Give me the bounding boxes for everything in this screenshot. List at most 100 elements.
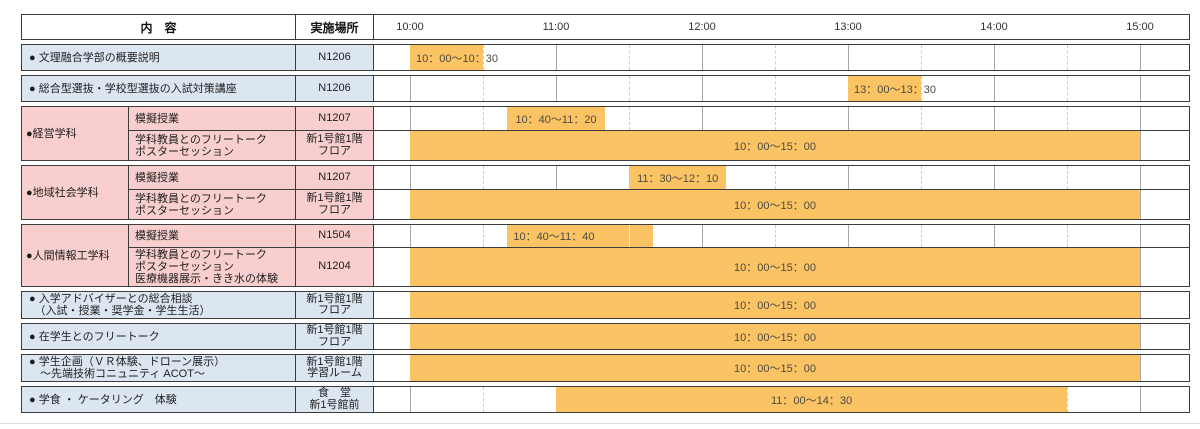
gridline bbox=[1140, 225, 1141, 247]
time-bar-label: 10：00～15：00 bbox=[734, 363, 816, 375]
location-line: 新1号館1階 bbox=[306, 324, 363, 336]
location-line: N1206 bbox=[318, 50, 351, 63]
timeline-cell: 10：00～15：00 bbox=[374, 190, 1189, 219]
time-bar-label: 11：30～12：10 bbox=[637, 172, 719, 185]
gridline bbox=[483, 107, 484, 130]
activity-label-cell: ● 学生企画（ＶＲ体験、ドローン展示） ～先端技術コニュニティ ACOT～ bbox=[22, 355, 296, 381]
timeline-cell: 10：00～15：00 bbox=[374, 131, 1189, 160]
timeline-cell: 10：40～11：40 bbox=[374, 225, 1189, 247]
gridline bbox=[1140, 355, 1141, 381]
schedule-table: 内 容 実施場所 10:00 11:00 12:00 13:00 14:00 15:00 … bbox=[21, 14, 1190, 417]
band-rows: ● 学生企画（ＶＲ体験、ドローン展示） ～先端技術コニュニティ ACOT～ 新1号… bbox=[22, 355, 1189, 381]
activity-label-line: 模擬授業 bbox=[135, 112, 179, 125]
activity-label-cell: ● 文理融合学部の概要説明 bbox=[22, 45, 296, 70]
schedule-band: ●地域社会学科 模擬授業 N1207 11：30～12：10 学科教員とのフリートークポ… bbox=[21, 165, 1190, 220]
gridline bbox=[1140, 76, 1141, 101]
time-bar bbox=[507, 107, 605, 130]
activity-label-line: 学科教員とのフリートーク bbox=[135, 249, 267, 261]
timeline-cell: 10：40～11：20 bbox=[374, 107, 1189, 130]
gridline bbox=[410, 76, 411, 101]
gridline bbox=[775, 45, 776, 70]
gridline bbox=[1140, 107, 1141, 130]
schedule-band: ● 在学生とのフリートーク 新1号館1階 フロア 10：00～15：00 bbox=[21, 323, 1190, 350]
gridline bbox=[994, 45, 995, 70]
band-rows: ● 入学アドバイザーとの総合相談 （入試・授業・奨学金・学生生活） 新1号館1階フ… bbox=[22, 292, 1189, 318]
location-line: フロア bbox=[318, 203, 351, 216]
activity-label-line: ポスターセッション bbox=[135, 261, 234, 273]
group-label-cell: ●地域社会学科 bbox=[22, 166, 129, 219]
group-label: ●人間情報工学科 bbox=[26, 249, 110, 262]
activity-label-cell: 学科教員とのフリートーク ポスターセッション bbox=[129, 190, 296, 219]
gridline bbox=[921, 76, 922, 101]
gridline bbox=[994, 225, 995, 247]
time-bar-label: 10：40～11：40 bbox=[513, 231, 595, 243]
gridline bbox=[556, 76, 557, 101]
activity-label-line: 模擬授業 bbox=[135, 171, 179, 184]
time-label: 14:00 bbox=[980, 21, 1008, 33]
activity-label-line: ポスターセッション bbox=[135, 204, 234, 217]
gridline bbox=[483, 166, 484, 189]
location-cell: 新1号館1階 フロア bbox=[296, 292, 374, 318]
time-label: 11:00 bbox=[542, 21, 570, 33]
gridline bbox=[629, 45, 630, 70]
gridline bbox=[775, 225, 776, 247]
gridline bbox=[848, 225, 849, 247]
gridline bbox=[921, 45, 922, 70]
activity-label-line: 学科教員とのフリートーク bbox=[135, 133, 267, 146]
schedule-row: 学科教員とのフリートーク ポスターセッション 新1号館1階 フロア 10：00～15：0… bbox=[129, 130, 1189, 160]
gridline bbox=[1067, 166, 1068, 189]
time-bar bbox=[410, 248, 1140, 286]
timeline-cell: 10：00～15：00 bbox=[374, 324, 1189, 349]
location-cell: 新1号館1階 フロア bbox=[296, 324, 374, 349]
schedule-row: ● 在学生とのフリートーク 新1号館1階 フロア 10：00～15：00 bbox=[22, 324, 1189, 349]
location-cell: N1207 bbox=[296, 107, 374, 130]
schedule-band: ● 学食 ・ ケータリング 体験 食 堂新1号館前 11：00～14：30 bbox=[21, 386, 1190, 413]
time-label: 10:00 bbox=[396, 21, 424, 33]
bottom-divider bbox=[0, 423, 1200, 424]
band-rows: ● 学食 ・ ケータリング 体験 食 堂新1号館前 11：00～14：30 bbox=[22, 387, 1189, 412]
schedule-band: ●経営学科 模擬授業 N1207 10：40～11：20 学科教員とのフリートーク ポスタ… bbox=[21, 106, 1190, 161]
gridline bbox=[1067, 225, 1068, 247]
gridline bbox=[1140, 45, 1141, 70]
time-bar-label: 13：00～13：30 bbox=[854, 83, 936, 96]
location-cell: 新1号館1階 フロア bbox=[296, 131, 374, 160]
schedule-row: 学科教員とのフリートーク ポスターセッション 医療機器展示・きき水の体験 N1204 1… bbox=[129, 247, 1189, 286]
gridline bbox=[1140, 131, 1141, 160]
gridline bbox=[702, 225, 703, 247]
activity-label-line: 学科教員とのフリートーク bbox=[135, 192, 267, 205]
activity-label-line: ● 文理融合学部の概要説明 bbox=[29, 51, 160, 64]
gridline bbox=[556, 45, 557, 70]
group-label-cell: ●経営学科 bbox=[22, 107, 129, 160]
gridline bbox=[775, 76, 776, 101]
location-line: フロア bbox=[318, 144, 351, 157]
gridline bbox=[1140, 166, 1141, 189]
schedule-band: ● 文理融合学部の概要説明 N1206 10：00～10：30 bbox=[21, 44, 1190, 71]
gridline bbox=[848, 107, 849, 130]
time-bar bbox=[410, 131, 1140, 160]
gridline bbox=[1067, 107, 1068, 130]
activity-label-line: （入試・授業・奨学金・学生生活） bbox=[29, 305, 211, 317]
band-rows: ● 在学生とのフリートーク 新1号館1階 フロア 10：00～15：00 bbox=[22, 324, 1189, 349]
location-line: N1207 bbox=[318, 111, 351, 124]
time-bar bbox=[410, 45, 483, 70]
time-bar bbox=[556, 387, 1067, 412]
gridline bbox=[410, 387, 411, 412]
gridline bbox=[994, 76, 995, 101]
location-column-header: 実施場所 bbox=[296, 15, 374, 39]
group-label: ●経営学科 bbox=[26, 127, 77, 140]
timeline-cell: 10：00～15：00 bbox=[374, 355, 1189, 381]
band-rows: ● 文理融合学部の概要説明 N1206 10：00～10：30 bbox=[22, 45, 1189, 70]
gridline bbox=[848, 45, 849, 70]
time-bar bbox=[410, 190, 1140, 219]
timeline-cell: 10：00～10：30 bbox=[374, 45, 1189, 70]
bar-divider-line bbox=[629, 225, 630, 247]
activity-label-cell: 模擬授業 bbox=[129, 225, 296, 247]
location-cell: N1204 bbox=[296, 248, 374, 286]
time-bar-label: 10：00～15：00 bbox=[734, 331, 816, 344]
location-line: N1207 bbox=[318, 170, 351, 183]
location-cell: N1504 bbox=[296, 225, 374, 247]
location-cell: N1206 bbox=[296, 76, 374, 101]
gridline bbox=[775, 166, 776, 189]
gridline bbox=[1140, 292, 1141, 318]
